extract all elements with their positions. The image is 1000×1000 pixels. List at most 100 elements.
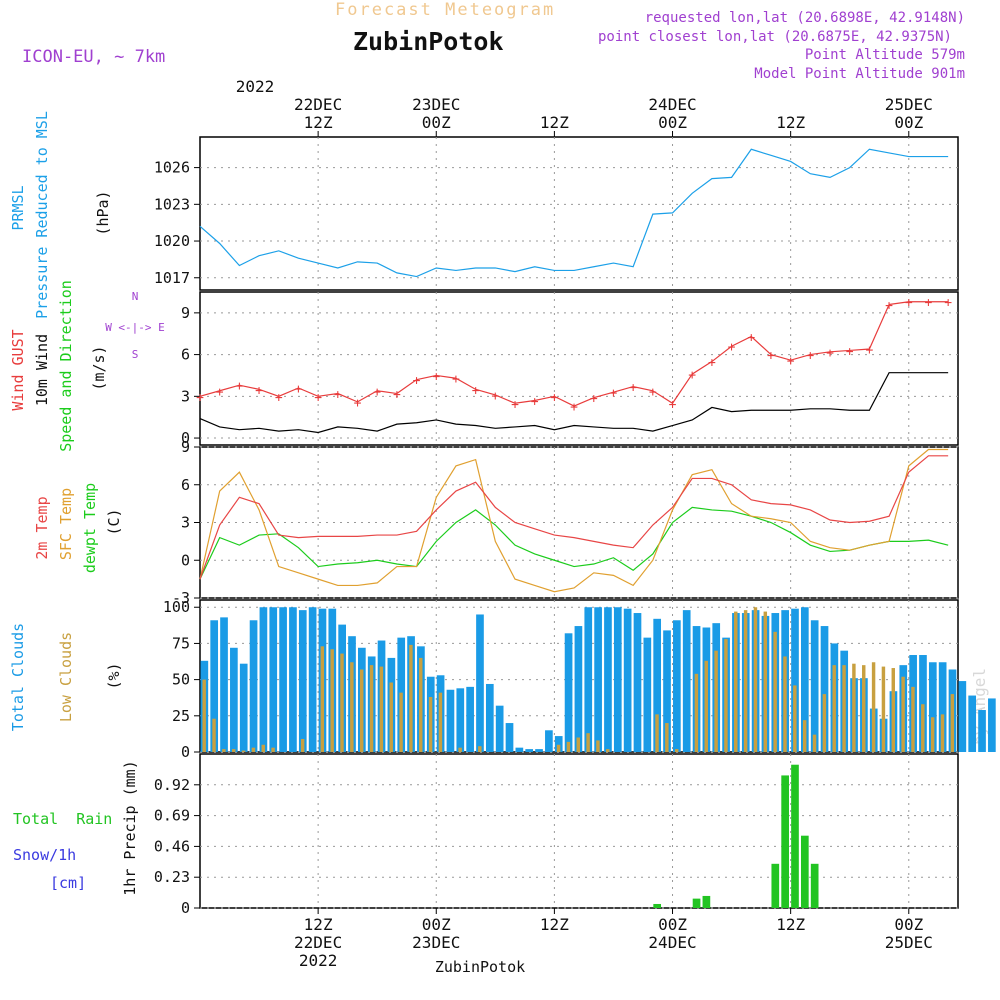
low-cloud-bar xyxy=(793,685,797,752)
total-cloud-bar xyxy=(604,607,612,752)
low-cloud-bar xyxy=(251,747,256,752)
total-cloud-bar xyxy=(230,647,238,752)
gust-marker: + xyxy=(610,386,618,401)
cloud-label-2: Low Clouds xyxy=(57,632,75,722)
pressure-unit: (hPa) xyxy=(94,190,112,235)
top-day-label: 24DEC xyxy=(648,95,696,114)
wind-y-tick-label: 0 xyxy=(181,429,190,447)
total-cloud-bar xyxy=(928,662,937,752)
gust-marker: + xyxy=(550,390,558,405)
total-cloud-bar xyxy=(564,633,573,752)
low-cloud-bar xyxy=(438,692,443,752)
low-cloud-bar xyxy=(655,714,659,752)
gust-marker: + xyxy=(826,346,834,361)
gust-marker: + xyxy=(295,382,303,397)
low-cloud-bar xyxy=(202,679,206,752)
point-altitude: Point Altitude 579m xyxy=(805,47,965,63)
pressure-label-2: Pressure Reduced to MSL xyxy=(33,111,51,319)
top-hour-label: 00Z xyxy=(894,113,923,132)
low-cloud-bar xyxy=(231,749,236,752)
low-cloud-bar xyxy=(379,666,384,752)
clouds-y-tick-label: 75 xyxy=(172,634,190,652)
pressure-line xyxy=(199,148,949,278)
gust-marker: + xyxy=(806,349,814,364)
total-cloud-bar xyxy=(574,626,583,752)
top-day-label: 25DEC xyxy=(885,95,933,114)
precip-label-rain: Total Rain xyxy=(13,810,112,828)
temp-y-tick-label: 6 xyxy=(181,476,190,494)
low-cloud-bar xyxy=(921,704,925,752)
low-cloud-bar xyxy=(950,694,955,752)
precip-panel-labels: Total Rain Snow/1h [cm] 1hr Precip (mm) xyxy=(13,760,139,895)
temp-y-tick-label: 9 xyxy=(181,438,190,456)
low-cloud-bar xyxy=(694,673,699,752)
rain-bar xyxy=(781,775,789,908)
total-cloud-bar xyxy=(545,730,553,752)
gust-marker: + xyxy=(196,390,204,405)
precip-frame xyxy=(199,753,959,909)
low-cloud-bar xyxy=(596,740,600,752)
model-label: ICON-EU, ~ 7km xyxy=(22,47,165,67)
total-cloud-bar xyxy=(584,607,593,752)
bottom-location: ZubinPotok xyxy=(435,958,525,976)
gust-marker: + xyxy=(511,397,519,412)
precip-y-tick-label: 0.23 xyxy=(154,868,190,886)
gust-marker: + xyxy=(472,383,480,398)
compass-rose: N W <-|-> E S xyxy=(105,290,165,361)
pressure-y-tick-label: 1023 xyxy=(154,195,190,213)
total-cloud-bar xyxy=(958,681,967,752)
temp-y-tick-label: 0 xyxy=(181,551,190,569)
low-cloud-bar xyxy=(674,749,679,752)
rain-bar xyxy=(791,764,799,908)
pressure-panel-labels: PRMSL Pressure Reduced to MSL (hPa) xyxy=(9,111,112,319)
clouds-y-tick-label: 100 xyxy=(163,598,190,616)
temp-unit: (C) xyxy=(105,508,123,535)
rain-bar xyxy=(800,835,809,908)
panels: 1017 1020 1023 1026 0 3 6 9 + + + + + + + + + + + + + + + + + + + +… xyxy=(154,136,996,917)
total-cloud-bar xyxy=(653,618,662,752)
total-cloud-bar xyxy=(682,610,691,752)
gust-marker: + xyxy=(373,385,381,400)
low-cloud-bar xyxy=(832,665,836,752)
total-cloud-bar xyxy=(633,613,642,752)
wind-y-tick-label: 3 xyxy=(181,387,190,405)
total-cloud-bar xyxy=(594,607,602,752)
pressure-y-tick-label: 1020 xyxy=(154,232,190,250)
wind-y-tick-label: 9 xyxy=(181,304,190,322)
bottom-hour-label: 12Z xyxy=(540,915,569,934)
total-cloud-bar xyxy=(978,710,986,752)
low-cloud-bar xyxy=(881,666,886,752)
total-cloud-bar xyxy=(810,620,819,752)
gust-marker: + xyxy=(728,340,736,355)
low-cloud-bar xyxy=(350,662,354,752)
gust-marker: + xyxy=(354,396,362,411)
low-cloud-bar xyxy=(783,656,787,752)
bottom-hour-label: 12Z xyxy=(776,915,805,934)
compass-n: N xyxy=(132,290,139,303)
total-cloud-bar xyxy=(988,698,996,752)
gust-marker: + xyxy=(314,390,322,405)
low-cloud-bar xyxy=(773,631,777,752)
temp-2m-line xyxy=(199,455,949,580)
low-cloud-bar xyxy=(930,717,935,752)
gust-marker: + xyxy=(669,397,677,412)
gust-marker: + xyxy=(590,392,598,407)
gust-marker: + xyxy=(905,296,913,311)
bottom-day-label: 23DEC xyxy=(412,933,460,952)
gust-marker: + xyxy=(393,388,401,403)
low-cloud-bar xyxy=(665,723,669,752)
low-cloud-bar xyxy=(743,610,748,752)
low-cloud-bar xyxy=(802,720,807,752)
total-cloud-bar xyxy=(308,607,317,752)
gust-marker: + xyxy=(787,354,795,369)
cloud-unit: (%) xyxy=(105,662,123,689)
top-hour-label: 00Z xyxy=(658,113,687,132)
total-cloud-bar xyxy=(210,620,219,752)
low-cloud-bar xyxy=(724,639,728,752)
total-cloud-bar xyxy=(613,607,622,752)
low-cloud-bar xyxy=(734,611,738,752)
bottom-day-label: 25DEC xyxy=(885,933,933,952)
precip-y-tick-label: 0.46 xyxy=(154,837,190,855)
